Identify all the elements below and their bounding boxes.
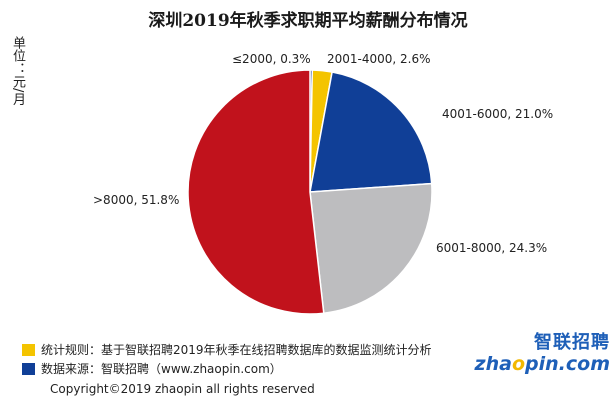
logo-cn-text: 智联招聘 bbox=[534, 332, 610, 353]
footer-rule-text: 统计规则：基于智联招聘2019年秋季在线招聘数据库的数据监测统计分析 bbox=[41, 343, 432, 357]
zhaopin-logo: 智联招聘 zhaopin.com bbox=[475, 328, 610, 374]
slice-label-4001-6000: 4001-6000, 21.0% bbox=[442, 107, 554, 121]
slice-label-6001-8000: 6001-8000, 24.3% bbox=[436, 241, 548, 255]
slice-label-2001-4000: 2001-4000, 2.6% bbox=[327, 52, 431, 66]
pie-slice-4 bbox=[187, 69, 325, 315]
slice-label-gt8000: >8000, 51.8% bbox=[93, 193, 180, 207]
pie-slice-2 bbox=[309, 71, 433, 193]
legend-swatch-blue bbox=[22, 363, 35, 375]
footer-source-text: 数据来源：智联招聘（www.zhaopin.com） bbox=[41, 362, 282, 376]
slice-label-le2000: ≤2000, 0.3% bbox=[232, 52, 311, 66]
legend-swatch-yellow bbox=[22, 344, 35, 356]
chart-title: 深圳2019年秋季求职期平均薪酬分布情况 bbox=[148, 11, 468, 31]
copyright-text: Copyright©2019 zhaopin all rights reserv… bbox=[50, 382, 315, 396]
footer-note-rule: 统计规则：基于智联招聘2019年秋季在线招聘数据库的数据监测统计分析 bbox=[22, 341, 432, 358]
unit-label: 单位：元/月 bbox=[10, 36, 25, 106]
footer-note-source: 数据来源：智联招聘（www.zhaopin.com） bbox=[22, 360, 282, 377]
pie-slice-3 bbox=[309, 182, 433, 315]
logo-en-text: zhaopin.com bbox=[474, 353, 610, 375]
